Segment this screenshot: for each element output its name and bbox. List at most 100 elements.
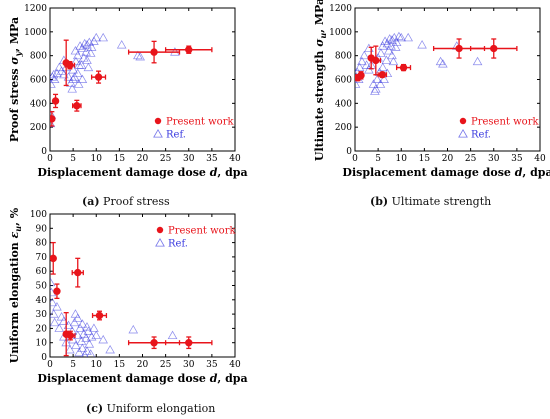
ref-point <box>50 297 58 307</box>
y-tick-label: 400 <box>30 99 47 109</box>
ref-point <box>50 118 56 128</box>
x-axis-label-main: Displacement damage dose <box>342 166 514 179</box>
ref-point <box>73 79 84 88</box>
legend-label-ref: Ref. <box>471 130 491 141</box>
ref-point <box>438 59 448 68</box>
x-tick-label: 20 <box>137 154 149 164</box>
ref-point <box>82 40 92 49</box>
ref-point <box>83 62 94 72</box>
legend-label-present-work: Present work <box>168 226 236 237</box>
x-axis-label-symbol: d <box>515 166 523 179</box>
ref-point <box>133 50 143 60</box>
legend: Present work Ref. <box>155 226 236 250</box>
ref-point <box>89 323 99 332</box>
ref-point <box>50 69 59 79</box>
legend-marker-present-work <box>156 226 164 234</box>
ref-point <box>375 79 386 88</box>
y-axis-label-main: Ultimate strength <box>313 47 326 161</box>
ref-point <box>372 74 383 84</box>
legend-marker-ref <box>153 128 163 138</box>
ref-point <box>68 74 78 84</box>
x-tick-label: 30 <box>183 360 195 370</box>
y-axis-label-subscript: u <box>13 226 23 232</box>
y-tick-label: 800 <box>335 52 352 62</box>
legend-label-ref: Ref. <box>168 239 188 250</box>
x-axis-label: Displacement damage dose d, dpa <box>37 166 247 179</box>
y-tick-label: 800 <box>30 52 47 62</box>
y-tick-label: 30 <box>36 310 48 320</box>
ref-point <box>75 323 85 332</box>
y-tick-label: 90 <box>36 224 48 234</box>
ref-point <box>403 32 413 42</box>
x-tick-label: 15 <box>114 360 126 370</box>
ref-point <box>357 56 367 66</box>
x-axis-label-unit: , dpa <box>217 166 247 179</box>
ref-point <box>71 56 81 66</box>
y-tick-label: 20 <box>36 324 48 334</box>
ref-point <box>70 45 81 55</box>
ref-point <box>361 60 372 69</box>
x-tick-label: 5 <box>70 360 76 370</box>
y-axis-label-subscript: u <box>318 33 328 39</box>
ref-point <box>167 330 178 340</box>
ref-point <box>91 330 102 340</box>
ref-point <box>81 47 91 56</box>
ref-point <box>370 86 380 95</box>
x-tick-label: 10 <box>91 154 103 164</box>
ref-point <box>76 336 87 345</box>
ref-point <box>72 68 83 78</box>
present-work-point <box>150 339 158 347</box>
ref-point <box>387 50 397 60</box>
ref-point <box>72 50 83 60</box>
present-work-point <box>74 268 82 277</box>
caption-uniform-elongation: (c) Uniform elongation <box>86 402 216 415</box>
x-axis-label-main: Displacement damage dose <box>37 166 209 179</box>
chart-a: 0 5 10 15 20 25 30 35 40020040060080010001200Dis… <box>8 4 248 179</box>
legend-label-present-work: Present work <box>471 117 539 128</box>
x-tick-label: 15 <box>114 154 126 164</box>
ref-point <box>82 346 92 355</box>
x-tick-label: 0 <box>47 360 53 370</box>
ref-point <box>381 55 392 64</box>
ref-point <box>377 41 388 50</box>
ref-point <box>387 35 397 44</box>
ref-point <box>85 48 96 57</box>
x-tick-label: 0 <box>352 154 358 164</box>
ref-point <box>98 334 108 344</box>
ref-point <box>116 40 127 49</box>
ref-point <box>379 74 389 84</box>
ref-point <box>394 31 404 41</box>
ref-point <box>50 277 56 287</box>
legend: Present work Ref. <box>153 117 234 141</box>
ref-point <box>81 350 89 357</box>
ref-point <box>86 349 96 357</box>
ref-point <box>78 329 89 338</box>
y-axis-label: Proof stress σy, MPa <box>8 17 23 142</box>
ref-point <box>74 60 84 69</box>
x-axis-label-unit: , dpa <box>217 372 247 385</box>
present-work-point <box>50 115 56 123</box>
x-tick-label: 5 <box>70 154 76 164</box>
present-work-point <box>378 71 386 79</box>
present-work-point <box>490 44 498 53</box>
x-tick-label: 40 <box>534 154 546 164</box>
y-axis-label-unit: , MPa <box>8 17 21 52</box>
ref-point <box>77 319 88 328</box>
y-tick-label: 400 <box>335 99 352 109</box>
legend-label-ref: Ref. <box>166 130 186 141</box>
x-tick-label: 20 <box>442 154 454 164</box>
x-tick-label: 25 <box>160 360 172 370</box>
ref-point <box>355 62 365 72</box>
x-tick-label: 35 <box>206 154 218 164</box>
x-tick-label: 30 <box>183 154 195 164</box>
present-work-point <box>185 339 193 347</box>
ref-point <box>70 309 81 318</box>
present-work-point <box>53 287 61 295</box>
legend-marker-ref <box>155 237 165 247</box>
x-tick-label: 35 <box>206 360 218 370</box>
y-axis-label-unit: , MPa <box>313 0 326 33</box>
present-work-point <box>372 56 380 65</box>
legend-marker-present-work <box>459 117 467 125</box>
plot-frame <box>354 7 541 152</box>
y-tick-label: 1200 <box>24 4 47 14</box>
